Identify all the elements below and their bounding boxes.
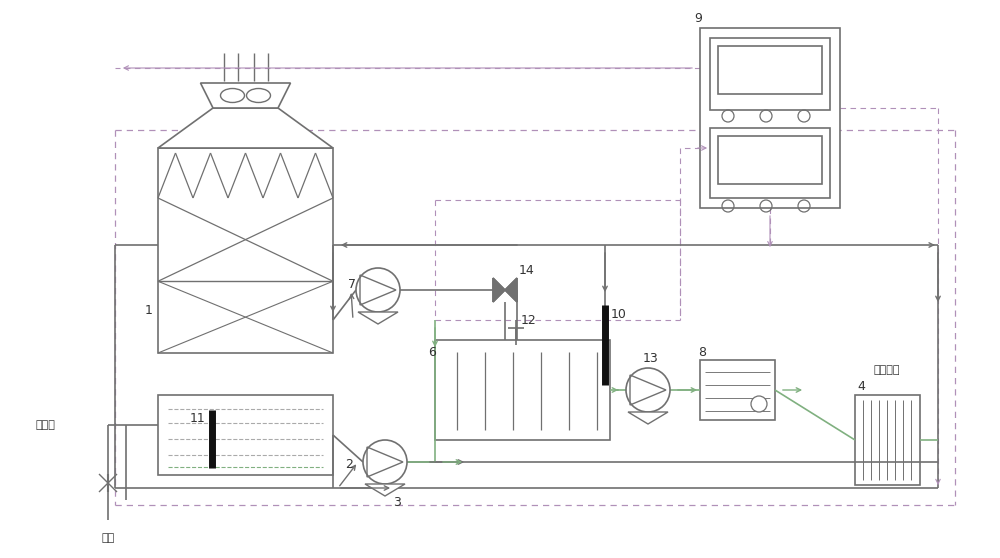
Circle shape	[626, 368, 670, 412]
Text: 9: 9	[694, 12, 702, 25]
Text: 3: 3	[393, 496, 401, 508]
Text: 6: 6	[428, 345, 436, 358]
Circle shape	[363, 440, 407, 484]
Text: 工艺介质: 工艺介质	[874, 365, 900, 375]
Text: 11: 11	[190, 411, 206, 425]
Text: 补充水: 补充水	[35, 420, 55, 430]
Polygon shape	[493, 278, 505, 302]
Circle shape	[751, 396, 767, 412]
Bar	[718, 136, 822, 184]
Polygon shape	[505, 278, 517, 302]
Polygon shape	[358, 312, 398, 324]
Text: 1: 1	[145, 304, 153, 316]
Text: 14: 14	[519, 263, 535, 277]
Text: 8: 8	[698, 347, 706, 359]
Circle shape	[356, 268, 400, 312]
Text: 7: 7	[348, 278, 356, 291]
Text: 13: 13	[643, 352, 659, 364]
Text: 10: 10	[611, 309, 627, 321]
Bar	[700, 360, 775, 420]
Bar	[710, 128, 830, 198]
Bar	[158, 395, 333, 475]
Text: 12: 12	[521, 314, 537, 326]
Polygon shape	[628, 412, 668, 424]
Bar	[718, 46, 822, 94]
Polygon shape	[200, 83, 290, 108]
Polygon shape	[158, 108, 333, 148]
Text: 2: 2	[345, 459, 353, 472]
Bar	[710, 38, 830, 110]
Text: 排水: 排水	[101, 533, 115, 543]
Bar	[158, 148, 333, 353]
Text: 4: 4	[857, 381, 865, 393]
Bar	[855, 395, 920, 485]
Polygon shape	[365, 484, 405, 496]
Bar	[435, 340, 610, 440]
Bar	[700, 28, 840, 208]
